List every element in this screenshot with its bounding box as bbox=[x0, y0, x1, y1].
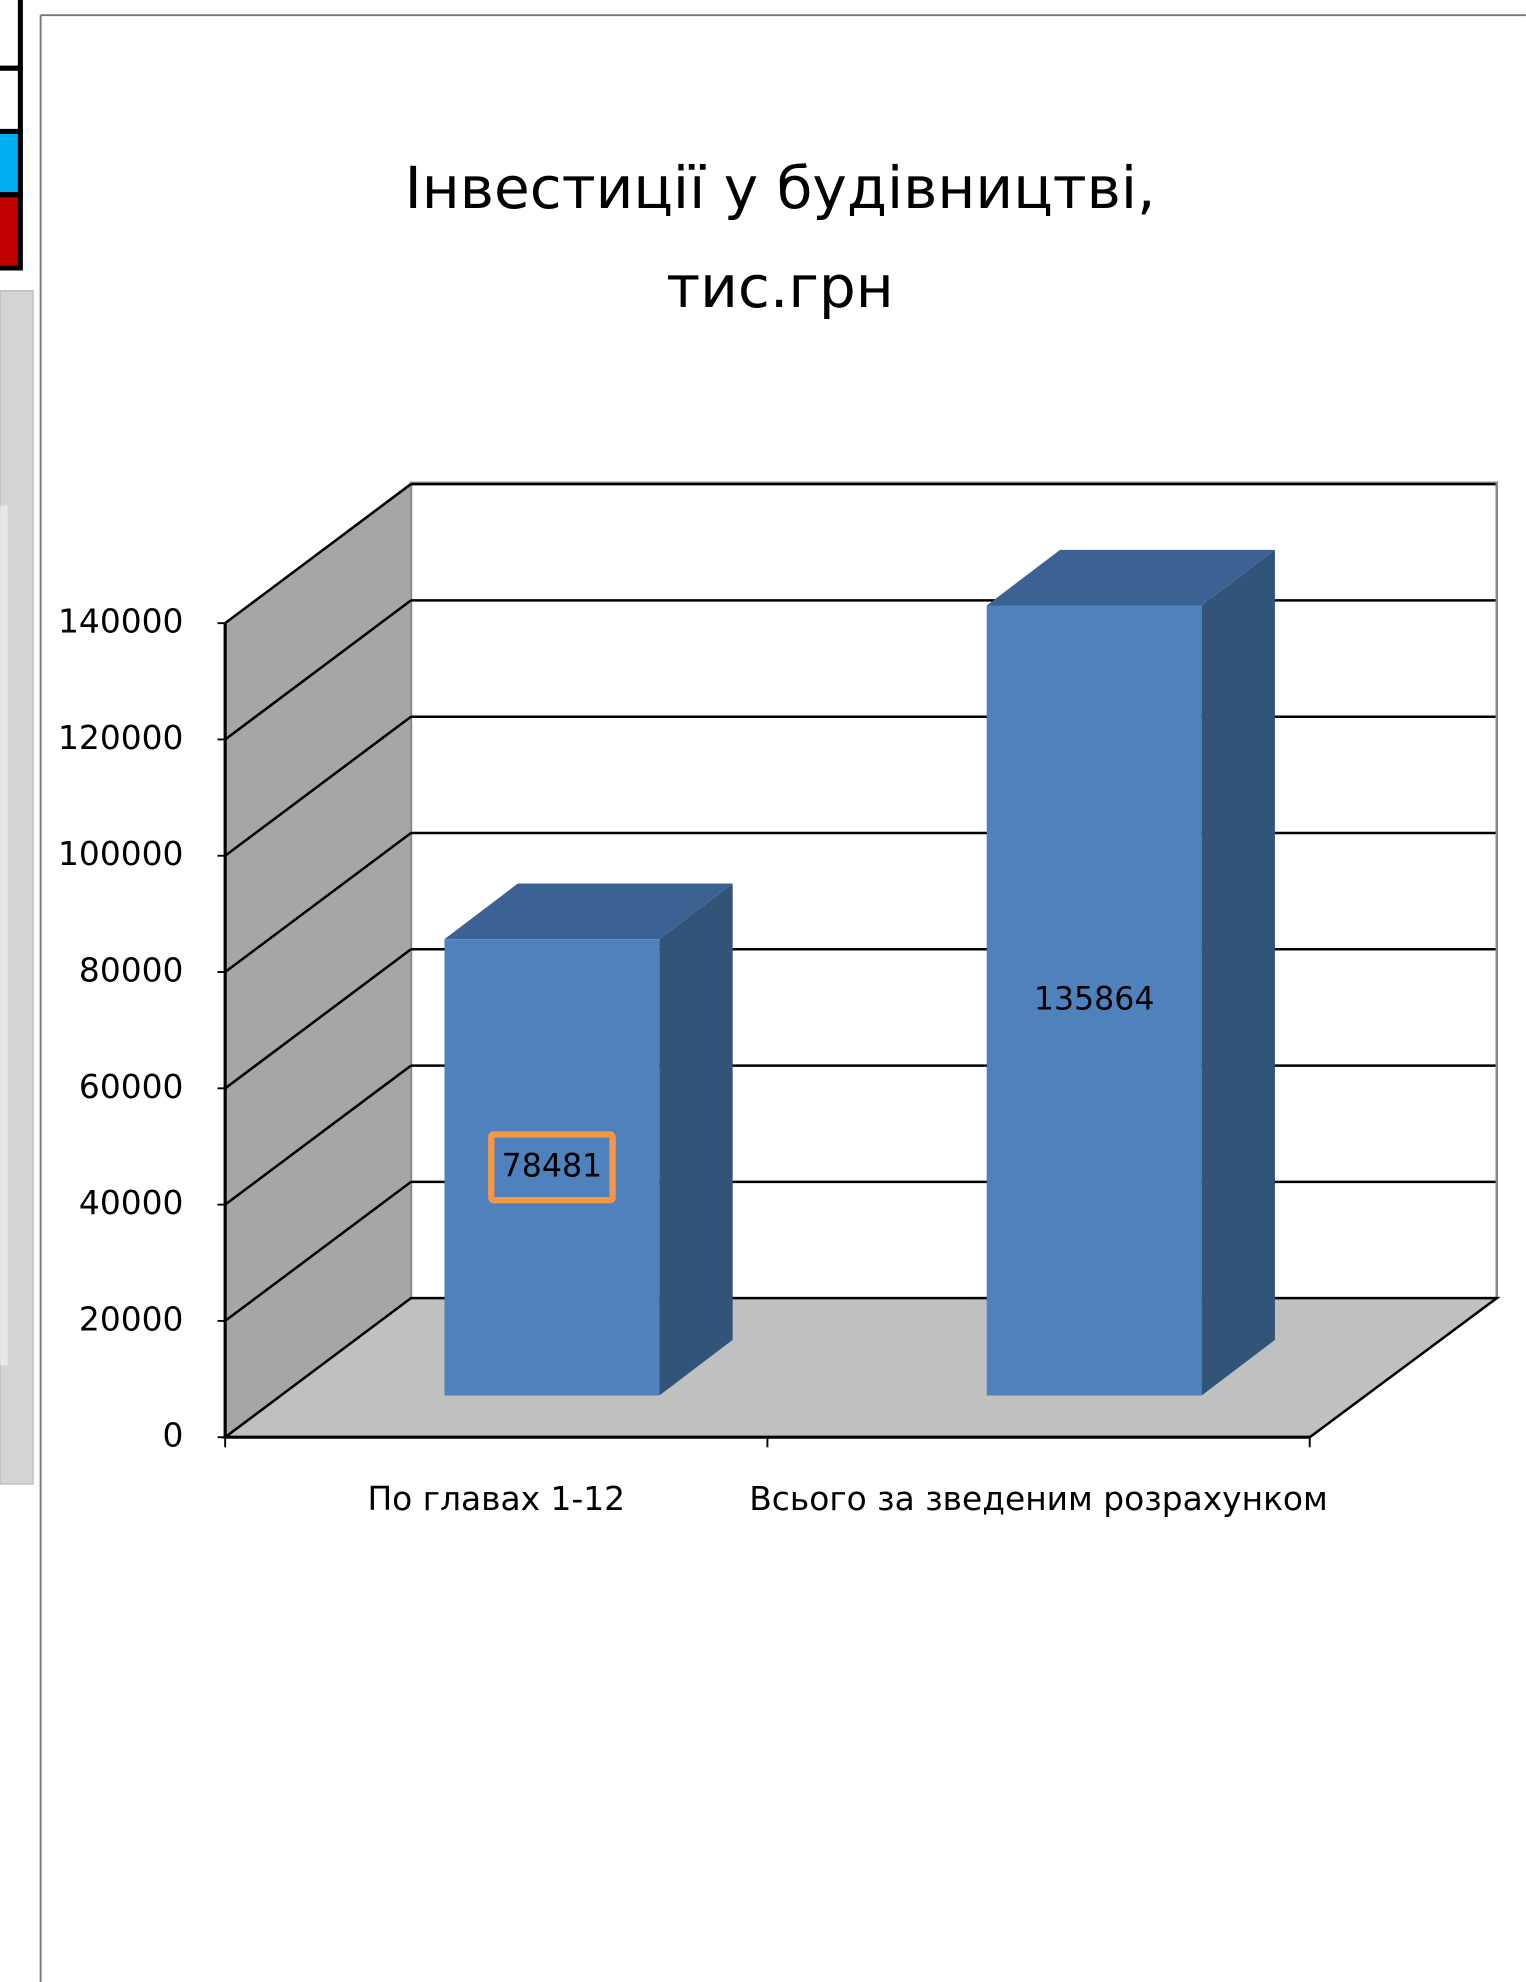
bar-top bbox=[986, 549, 1275, 606]
floor bbox=[221, 1296, 1501, 1439]
grid-line bbox=[224, 1180, 412, 1322]
bar bbox=[986, 605, 1202, 1396]
y-tick-label: 140000 bbox=[58, 602, 183, 641]
decor-box bbox=[0, 0, 23, 71]
x-tick-label: Всього за зведеним розрахунком bbox=[749, 1479, 1328, 1518]
decor-box bbox=[0, 65, 23, 134]
grid-line bbox=[224, 483, 412, 625]
data-label: 135864 bbox=[1034, 981, 1155, 1017]
bar bbox=[444, 939, 660, 1396]
grid-line bbox=[224, 715, 412, 857]
chart-title: Інвестиції у будівництві, bbox=[405, 154, 1156, 222]
y-tick-label: 20000 bbox=[79, 1299, 184, 1338]
bar-side bbox=[659, 883, 733, 1396]
decor-box bbox=[0, 128, 23, 198]
plot: 0 20000 40000 60000 80000 100000 120000 140000 П… bbox=[58, 482, 1496, 1518]
highlight-box bbox=[488, 1131, 616, 1204]
bar-top bbox=[444, 883, 733, 940]
data-label: 78481 bbox=[502, 1148, 603, 1184]
x-tick-label: По главах 1-12 bbox=[367, 1479, 625, 1518]
y-tick-label: 100000 bbox=[58, 834, 183, 873]
bar-side bbox=[1201, 549, 1275, 1396]
y-tick-label: 40000 bbox=[79, 1183, 184, 1222]
decor-box bbox=[0, 192, 23, 271]
grid-line bbox=[224, 1064, 412, 1206]
y-tick-label: 60000 bbox=[79, 1067, 184, 1106]
side-wall bbox=[224, 481, 412, 1439]
grid-line bbox=[224, 948, 412, 1090]
grid-line bbox=[224, 831, 412, 974]
y-tick-label: 120000 bbox=[58, 718, 183, 757]
grid-line bbox=[224, 599, 412, 741]
y-tick-label: 0 bbox=[163, 1416, 184, 1455]
side-panel-strip bbox=[0, 505, 8, 1366]
y-tick-label: 80000 bbox=[79, 951, 184, 990]
chart-title: тис.грн bbox=[666, 253, 894, 321]
